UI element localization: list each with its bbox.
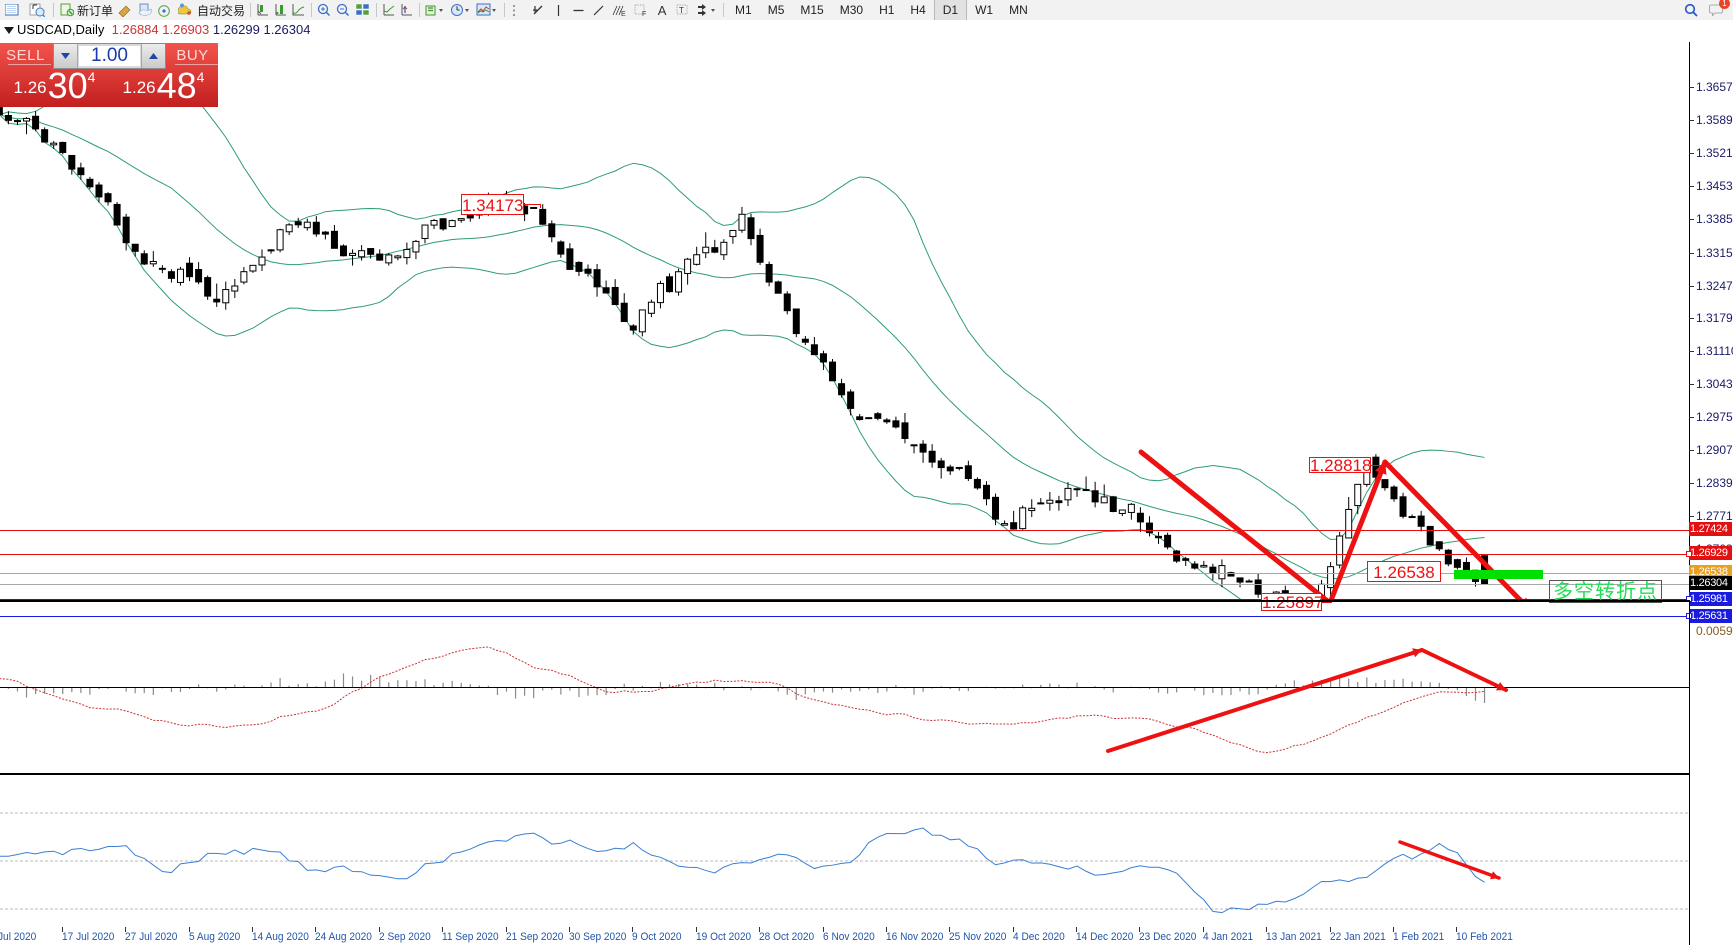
- svg-text:T: T: [679, 6, 684, 15]
- svg-text:E: E: [621, 11, 626, 17]
- svg-text:F: F: [642, 11, 646, 17]
